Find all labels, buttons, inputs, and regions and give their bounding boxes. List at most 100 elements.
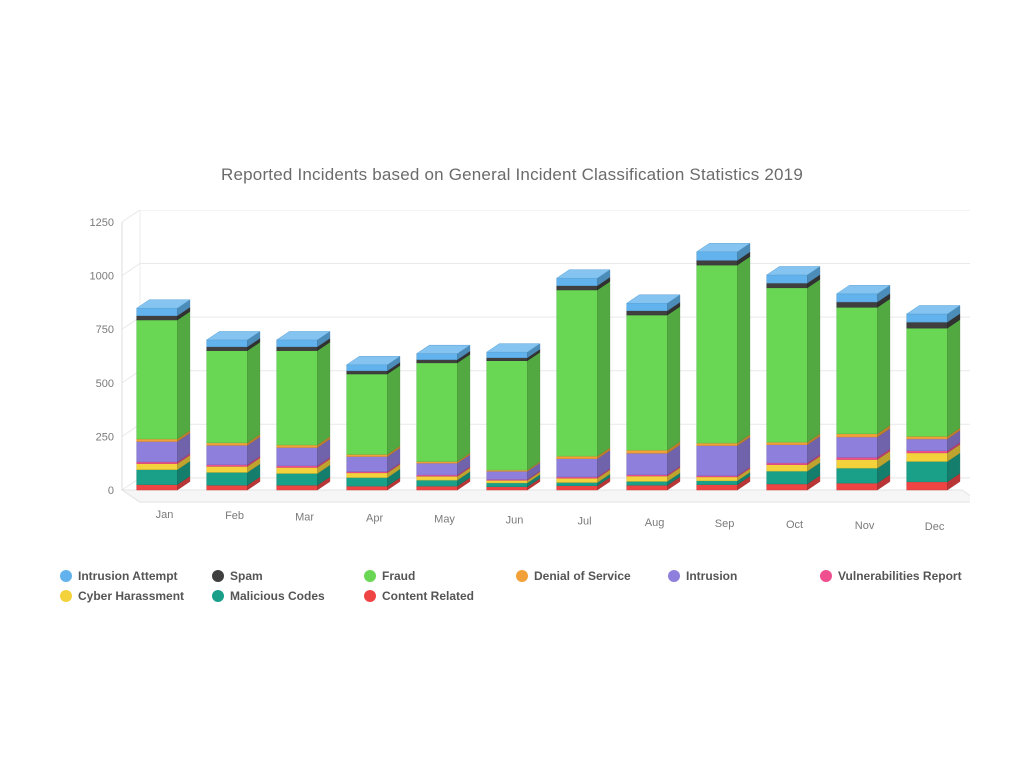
legend-item-vulnerabilities-report[interactable]: Vulnerabilities Report	[820, 568, 962, 583]
legend-label: Malicious Codes	[230, 589, 325, 603]
legend-swatch	[60, 590, 72, 602]
bar-segment	[207, 351, 248, 443]
bar-segment	[347, 486, 388, 490]
bar-segment-side	[317, 342, 330, 445]
svg-text:500: 500	[96, 378, 114, 390]
legend-label: Content Related	[382, 589, 474, 603]
bar-segment	[837, 468, 878, 483]
bar-segment	[697, 481, 738, 485]
legend-swatch	[668, 570, 680, 582]
x-tick-label: Sep	[715, 518, 735, 530]
bar-segment	[767, 463, 808, 465]
bar-segment	[627, 450, 668, 453]
x-tick-label: Nov	[855, 520, 875, 532]
bar-segment	[417, 480, 458, 486]
svg-text:750: 750	[96, 324, 114, 336]
legend-item-cyber-harassment[interactable]: Cyber Harassment	[60, 588, 184, 603]
bar-segment	[767, 283, 808, 288]
legend-item-fraud[interactable]: Fraud	[364, 568, 415, 583]
bar-segment	[487, 361, 528, 470]
bar-segment	[837, 294, 878, 302]
legend-label: Intrusion	[686, 569, 737, 583]
bar-segment	[697, 252, 738, 261]
legend-item-intrusion-attempt[interactable]: Intrusion Attempt	[60, 568, 178, 583]
bar-segment	[417, 354, 458, 360]
bar-segment	[557, 278, 598, 286]
bar-segment	[487, 487, 528, 490]
bar-segment	[767, 442, 808, 445]
x-tick-label: Jan	[156, 509, 174, 521]
legend-item-malicious-codes[interactable]: Malicious Codes	[212, 588, 325, 603]
bar-segment	[767, 288, 808, 442]
bar-segment	[627, 481, 668, 485]
bar-segment	[767, 465, 808, 471]
bar-segment	[417, 463, 458, 475]
bar-segment	[907, 314, 948, 322]
legend-swatch	[364, 590, 376, 602]
bar-segment	[137, 462, 178, 464]
bar-segment	[767, 471, 808, 484]
legend-item-spam[interactable]: Spam	[212, 568, 263, 583]
bar-segment	[907, 451, 948, 453]
legend-label: Cyber Harassment	[78, 589, 184, 603]
bar-segment	[767, 445, 808, 463]
bar-segment	[837, 302, 878, 307]
bar-segment	[907, 322, 948, 328]
bar-segment	[277, 351, 318, 445]
legend-swatch	[364, 570, 376, 582]
bar-segment	[207, 445, 248, 464]
bar-segment	[907, 461, 948, 481]
bar-segment	[627, 476, 668, 481]
x-tick-label: Dec	[925, 521, 945, 533]
x-tick-label: Jun	[506, 515, 524, 527]
bar-segment	[207, 472, 248, 485]
stacked-bar-3d-plot: 025050075010001250JanFebMarAprMayJunJulA…	[60, 210, 970, 550]
bar-segment-side	[877, 299, 890, 434]
bar-segment	[767, 484, 808, 490]
bar-segment	[557, 482, 598, 485]
bar-segment	[697, 443, 738, 446]
x-tick-label: Oct	[786, 519, 803, 531]
bar-segment	[907, 436, 948, 439]
bar-segment	[277, 445, 318, 448]
chart-container: Reported Incidents based on General Inci…	[0, 0, 1024, 768]
svg-text:0: 0	[108, 485, 114, 497]
bar-segment	[137, 485, 178, 490]
legend-item-intrusion[interactable]: Intrusion	[668, 568, 737, 583]
bar-segment-side	[247, 342, 260, 443]
bar-segment	[207, 485, 248, 490]
bar-segment	[697, 260, 738, 265]
bar-segment	[277, 466, 318, 468]
bar-segment	[277, 485, 318, 490]
bar-segment-side	[807, 279, 820, 442]
legend-label: Spam	[230, 569, 263, 583]
svg-text:250: 250	[96, 431, 114, 443]
bar-segment	[627, 303, 668, 311]
bar-segment	[207, 466, 248, 472]
bar-segment	[137, 442, 178, 462]
bar-segment	[837, 457, 878, 459]
bar-segment	[207, 340, 248, 347]
chart-title: Reported Incidents based on General Inci…	[0, 165, 1024, 185]
bar-segment	[557, 459, 598, 477]
bar-segment	[417, 360, 458, 363]
legend-item-denial-of-service[interactable]: Denial of Service	[516, 568, 631, 583]
bar-segment-side	[387, 366, 400, 455]
bar-segment	[907, 328, 948, 436]
bar-segment	[837, 307, 878, 433]
legend-item-content-related[interactable]: Content Related	[364, 588, 474, 603]
bar-segment	[277, 340, 318, 347]
bar-segment	[277, 448, 318, 466]
bar-segment	[417, 486, 458, 490]
bar-segment	[837, 434, 878, 437]
bar-segment	[837, 483, 878, 490]
bar-segment	[697, 485, 738, 490]
bar-segment	[557, 456, 598, 459]
bar-segment	[347, 365, 388, 371]
bar-segment	[137, 320, 178, 439]
bar-segment	[837, 460, 878, 469]
bar-segment	[907, 482, 948, 490]
bar-segment	[417, 476, 458, 480]
bar-segment	[347, 454, 388, 456]
legend-label: Vulnerabilities Report	[838, 569, 962, 583]
